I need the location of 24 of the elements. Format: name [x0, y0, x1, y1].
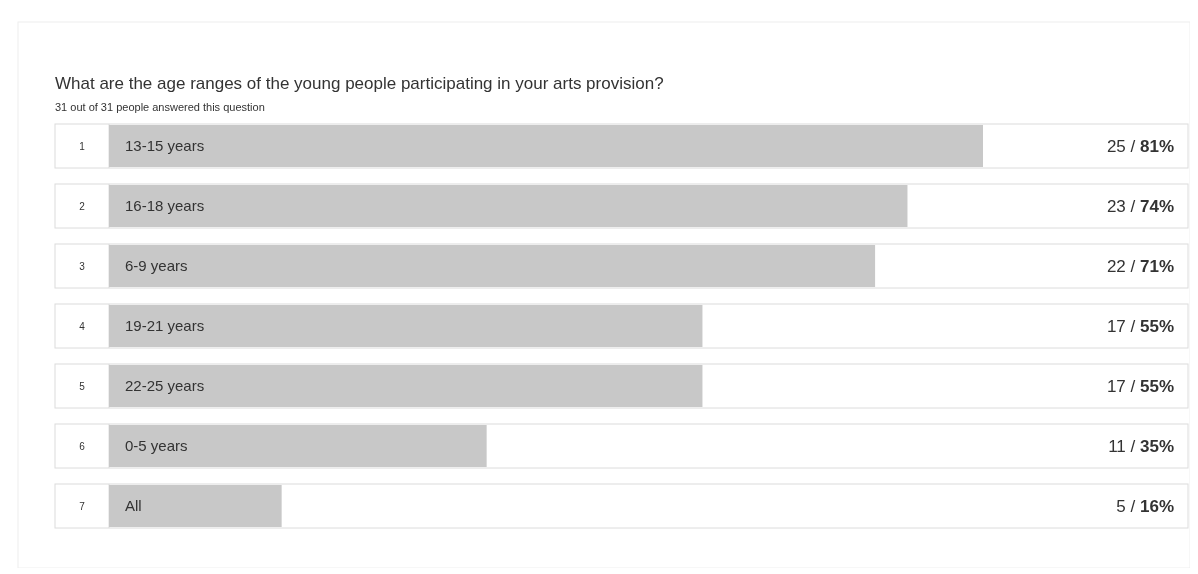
chart-subtitle: 31 out of 31 people answered this question [55, 101, 265, 113]
text: 1 [79, 141, 86, 152]
data-label: 25 / 81% [1106, 137, 1174, 156]
data-label: 23 / 74% [1106, 197, 1174, 216]
text: 2 [79, 201, 86, 212]
y-tick-label: 16-18 years [125, 197, 205, 214]
text: 7 [79, 501, 86, 512]
y-tick-label: 6-9 years [125, 257, 188, 274]
y-tick-label: 19-21 years [125, 317, 205, 334]
data-label: 17 / 55% [1106, 317, 1174, 336]
text: 3 [79, 261, 86, 272]
data-label: 5 / 16% [1116, 497, 1174, 516]
y-tick-label: 13-15 years [125, 137, 205, 154]
bar [109, 485, 282, 527]
data-label: 11 / 35% [1108, 437, 1174, 456]
text: 4 [79, 321, 86, 332]
y-tick-label: 0-5 years [125, 437, 188, 454]
data-label: 22 / 71% [1106, 257, 1174, 276]
y-tick-label: All [125, 497, 142, 514]
y-tick-label: 22-25 years [125, 377, 205, 394]
data-label: 17 / 55% [1106, 377, 1174, 396]
text: 5 [79, 381, 86, 392]
chart-title: What are the age ranges of the young people participating in your arts provision? [55, 74, 664, 93]
text: 6 [79, 441, 86, 452]
